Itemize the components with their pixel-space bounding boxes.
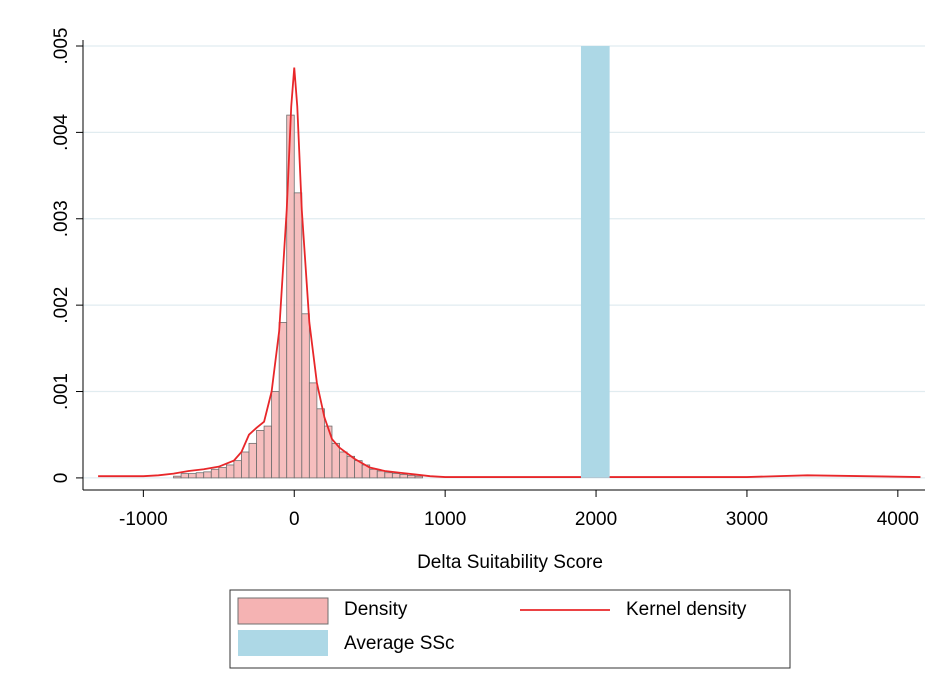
y-tick-label: .004 xyxy=(51,113,72,150)
histogram-bar xyxy=(407,474,416,479)
y-tick-label: .003 xyxy=(51,200,72,237)
y-tick-label: 0 xyxy=(51,473,72,484)
legend-label: Kernel density xyxy=(626,599,747,620)
y-tick-label: .002 xyxy=(51,287,72,324)
histogram-bar xyxy=(173,475,182,479)
y-tick-label: .001 xyxy=(51,373,72,410)
histogram-bar xyxy=(263,425,273,479)
histogram-bar xyxy=(414,475,423,479)
histogram-bar xyxy=(195,472,205,479)
histogram-bar xyxy=(225,464,235,479)
histogram-bar xyxy=(301,313,310,479)
histogram-bar xyxy=(210,468,220,479)
histogram-bar xyxy=(316,408,325,479)
histogram-bar xyxy=(399,474,408,479)
legend-swatch xyxy=(238,630,328,656)
x-tick-label: 4000 xyxy=(877,509,919,530)
x-tick-label: 2000 xyxy=(575,509,617,530)
x-tick-label: 1000 xyxy=(424,509,466,530)
legend-label: Density xyxy=(344,599,408,620)
band xyxy=(580,46,610,478)
histogram-bar xyxy=(233,460,242,479)
histogram-bar xyxy=(203,471,212,479)
histogram-bar xyxy=(391,473,401,479)
histogram-bar xyxy=(241,451,250,479)
density-line xyxy=(98,67,921,478)
histogram-bar xyxy=(339,451,348,479)
x-axis-title: Delta Suitability Score xyxy=(417,552,603,573)
histogram-bar xyxy=(376,470,386,479)
histogram-bar xyxy=(346,455,356,479)
histogram-bar xyxy=(369,468,378,479)
histogram-bar xyxy=(308,382,318,479)
histogram-bar xyxy=(188,473,197,479)
histogram-bar xyxy=(293,192,303,479)
histogram-bar xyxy=(271,391,280,479)
legend-label: Average SSc xyxy=(344,633,455,654)
x-tick-label: -1000 xyxy=(119,509,168,530)
histogram-bar xyxy=(180,473,190,479)
x-tick-label: 0 xyxy=(289,509,300,530)
histogram-bar xyxy=(384,472,393,479)
histogram-bar xyxy=(256,429,265,479)
x-tick-label: 3000 xyxy=(726,509,768,530)
histogram-bar xyxy=(218,467,227,479)
legend-swatch xyxy=(237,597,329,625)
histogram-bar xyxy=(248,442,257,479)
histogram-bar xyxy=(278,322,288,479)
y-tick-label: .005 xyxy=(51,28,72,65)
histogram-bar xyxy=(331,442,340,479)
